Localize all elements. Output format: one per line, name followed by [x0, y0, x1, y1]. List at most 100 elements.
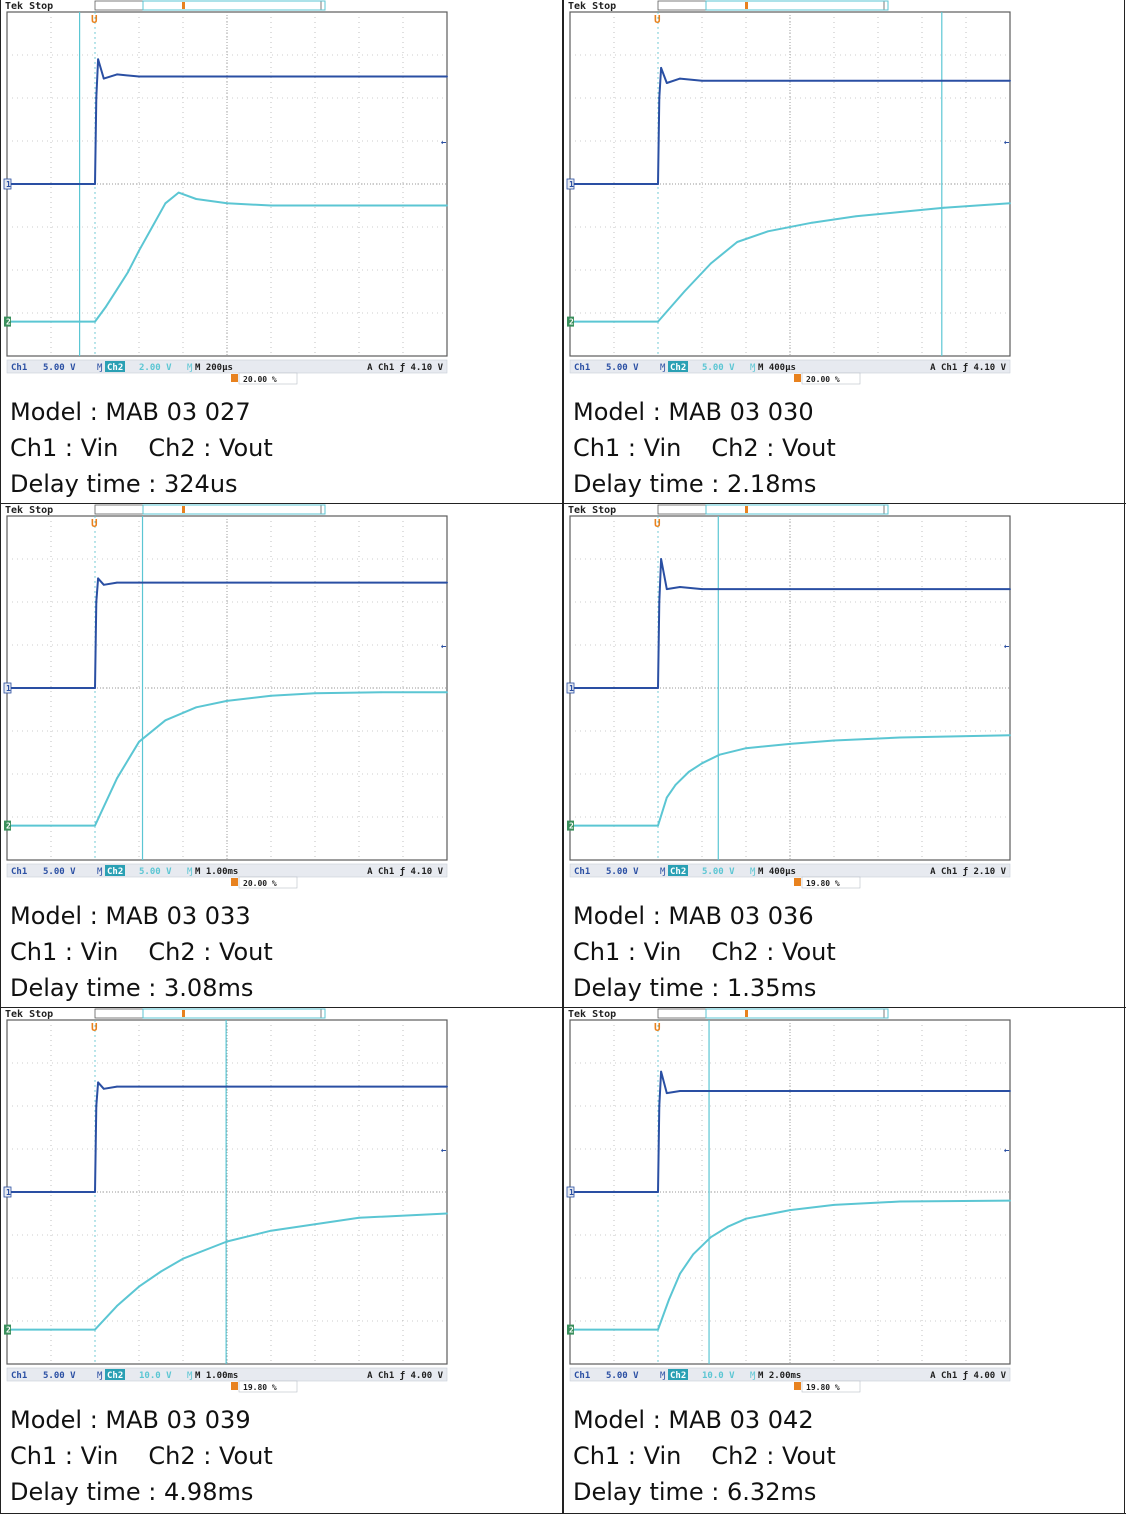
- delay-time-caption: Delay time : 4.98ms: [10, 1478, 254, 1506]
- record-position-bar: [657, 0, 885, 11]
- ch1-data-point: [138, 75, 140, 78]
- ch2-data-point: [789, 743, 791, 745]
- ch2-data-point: [164, 719, 167, 722]
- ch2-data-point: [138, 1285, 140, 1288]
- channel-caption-vout: Ch2 : Vout: [148, 434, 273, 462]
- bandwidth-icon: Ɱ: [750, 363, 756, 373]
- ch1-data-point: [657, 687, 659, 689]
- trigger-position-readout: 20.00 %: [806, 375, 840, 384]
- ch2-data-point: [789, 1209, 791, 1211]
- ch2-data-point: [811, 221, 813, 224]
- ch2-ground-label: 2: [569, 318, 574, 327]
- record-window-bracket: [142, 504, 326, 515]
- ch1-data-point: [921, 79, 923, 82]
- ch2-data-point: [709, 1236, 712, 1239]
- ch1-ground-label: 1: [569, 684, 574, 693]
- ch1-data-point: [658, 1105, 661, 1107]
- bandwidth-icon: Ɱ: [750, 867, 756, 877]
- trigger-readout: A Ch1 ƒ 2.10 V: [930, 867, 1006, 877]
- ch1-label: Ch1: [11, 1371, 27, 1381]
- channel-caption-vin: Ch1 : Vin: [573, 434, 682, 462]
- ch2-label: Ch2: [107, 1371, 123, 1381]
- ch2-data-point: [182, 1257, 184, 1260]
- ch2-data-point: [745, 747, 747, 750]
- trigger-position-box: [238, 1380, 298, 1393]
- trigger-position-readout: 20.00 %: [243, 879, 277, 888]
- ch1-data-point: [116, 73, 118, 76]
- ch1-scale: 5.00 V: [606, 867, 639, 877]
- table-divider: [1124, 0, 1125, 1514]
- ch2-label: Ch2: [107, 867, 123, 877]
- ch2-data-point: [674, 783, 677, 786]
- ch2-data-point: [1009, 734, 1011, 737]
- scope-status-label: Tek Stop: [5, 1009, 53, 1020]
- ch2-data-point: [116, 777, 118, 780]
- trigger-point-icon: U: [654, 1021, 661, 1034]
- ch1-data-point: [94, 1191, 96, 1193]
- ch2-data-point: [380, 691, 382, 694]
- trigger-position-readout: 19.80 %: [806, 1383, 840, 1392]
- ch1-ground-label: 1: [569, 180, 574, 189]
- trigger-position-box: [801, 372, 861, 385]
- channel-caption-vout: Ch2 : Vout: [148, 1442, 273, 1470]
- ch2-data-point: [899, 211, 901, 213]
- ch1-ground-label: 1: [569, 1188, 574, 1197]
- ch1-data-point: [446, 1085, 448, 1088]
- timebase-readout: M 2.00ms: [758, 1371, 801, 1381]
- trigger-position-icon: [231, 878, 238, 886]
- bandwidth-icon: Ɱ: [750, 1371, 756, 1381]
- record-position-bar: [94, 504, 322, 515]
- ch2-data-point: [94, 320, 96, 323]
- delay-time-caption: Delay time : 324us: [10, 470, 238, 498]
- ch2-data-point: [358, 1216, 360, 1219]
- trigger-point-icon: U: [91, 13, 98, 26]
- ch2-ground-label: 2: [569, 1326, 574, 1335]
- ch2-scale: 5.00 V: [139, 867, 172, 877]
- ch2-data-point: [270, 1229, 272, 1232]
- ch2-scale: 5.00 V: [702, 867, 735, 877]
- ch2-data-point: [665, 796, 668, 799]
- bandwidth-icon: Ɱ: [97, 1371, 103, 1381]
- ch2-label-box: [668, 1369, 688, 1380]
- ch2-data-point: [105, 305, 107, 308]
- trigger-position-readout: 19.80 %: [806, 879, 840, 888]
- ch1-ground-marker: [3, 178, 12, 190]
- timebase-readout: M 200µs: [195, 363, 233, 373]
- ch1-data-point: [701, 588, 703, 590]
- trigger-position-box: [238, 372, 298, 385]
- ch1-data-point: [701, 79, 703, 82]
- ch2-ground-label: 2: [569, 822, 574, 831]
- channel-caption-vout: Ch2 : Vout: [711, 434, 836, 462]
- ch1-data-point: [94, 183, 96, 185]
- delay-time-caption: Delay time : 3.08ms: [10, 974, 254, 1002]
- ch1-data-point: [921, 588, 923, 590]
- ch2-data-point: [833, 739, 835, 742]
- ch2-data-point: [683, 290, 686, 293]
- ch1-ground-label: 1: [6, 1188, 11, 1197]
- trigger-position-marker: [182, 1010, 185, 1017]
- model-caption: Model : MAB 03 039: [10, 1406, 251, 1434]
- trigger-readout: A Ch1 ƒ 4.00 V: [930, 1371, 1006, 1381]
- ch2-data-point: [736, 241, 739, 243]
- ch2-data-point: [833, 1204, 835, 1206]
- ch2-data-point: [687, 771, 690, 773]
- trigger-position-readout: 20.00 %: [243, 375, 277, 384]
- ch1-ground-marker: [566, 178, 575, 190]
- ch2-scale: 10.0 V: [139, 1371, 172, 1381]
- trigger-position-box: [801, 876, 861, 889]
- ch1-data-point: [138, 581, 140, 584]
- channel-caption-vin: Ch1 : Vin: [10, 434, 119, 462]
- ch1-data-point: [446, 581, 448, 584]
- ch2-data-point: [138, 740, 140, 743]
- record-position-bar: [657, 504, 885, 515]
- trigger-readout: A Ch1 ƒ 4.10 V: [367, 363, 443, 373]
- ch1-label: Ch1: [574, 1371, 590, 1381]
- ch2-data-point: [94, 1328, 96, 1331]
- ch1-data-point: [921, 1090, 923, 1092]
- ch1-ground-label: 1: [6, 180, 11, 189]
